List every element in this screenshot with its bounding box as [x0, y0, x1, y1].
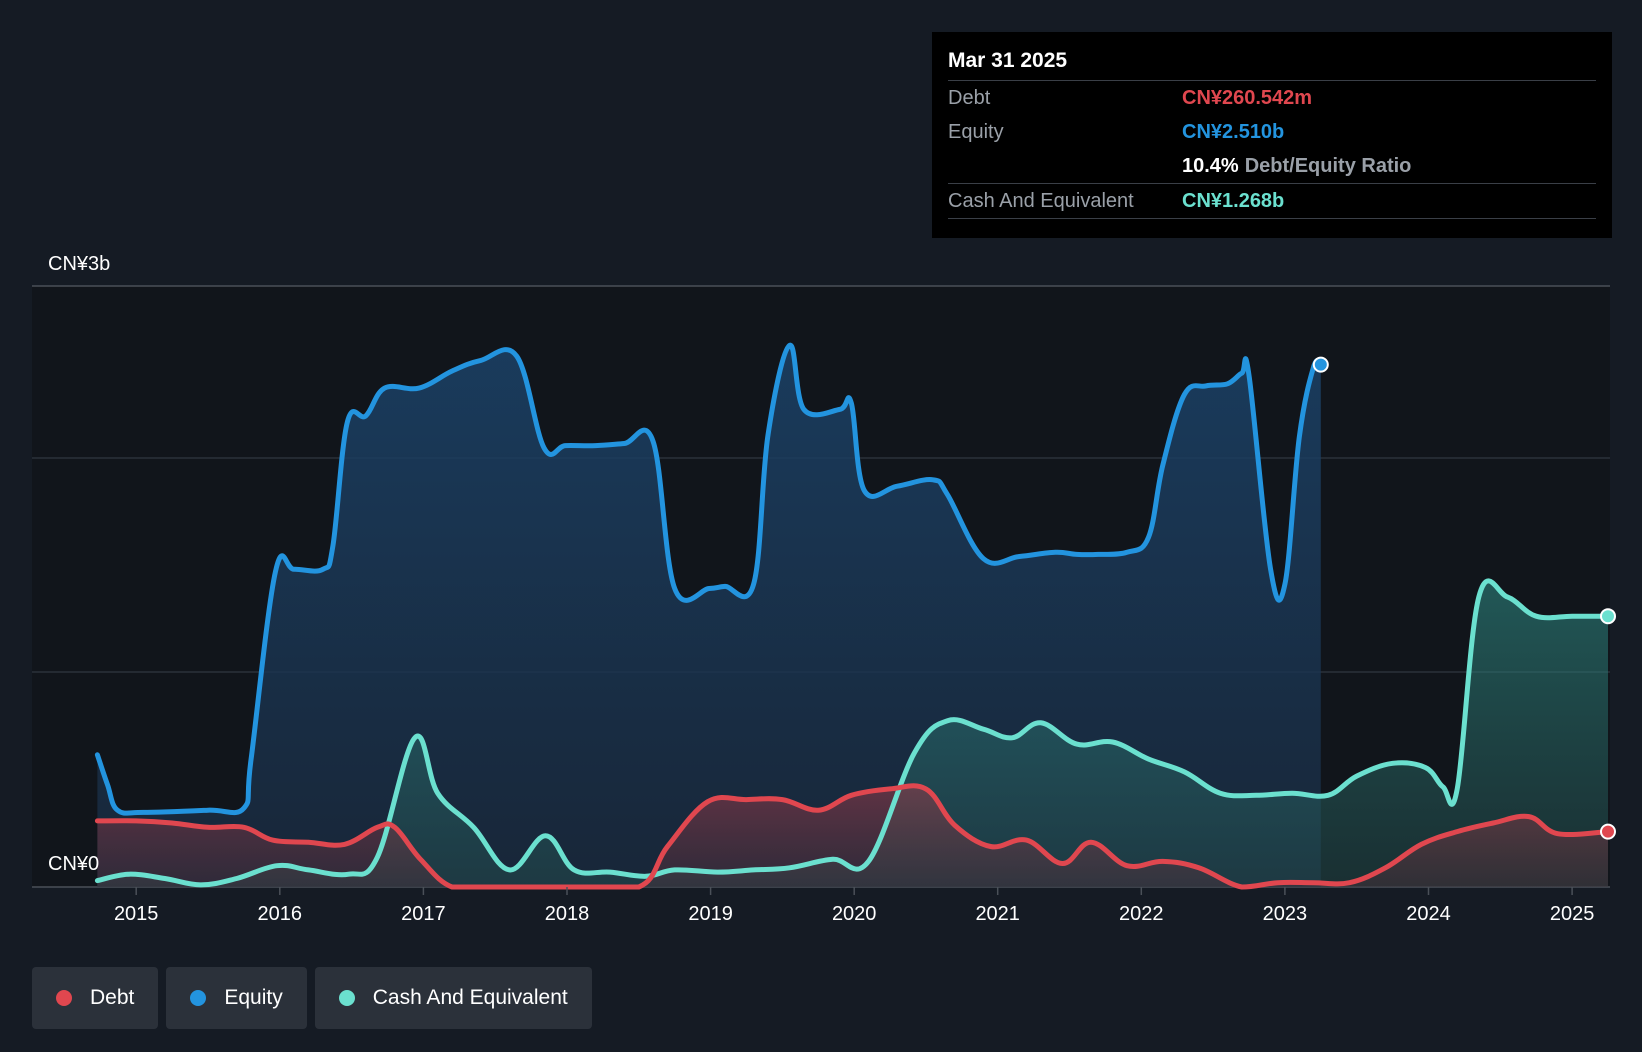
- tooltip-equity-value: CN¥2.510b: [1182, 121, 1285, 143]
- series-end-markers: [1312, 356, 1616, 840]
- equity-end-marker: [1312, 356, 1329, 373]
- legend-label-cash: Cash And Equivalent: [372, 986, 568, 1009]
- x-tick-label: 2019: [688, 903, 733, 925]
- tooltip-equity-label: Equity: [948, 121, 1004, 143]
- tooltip-panel: Mar 31 2025 Debt CN¥260.542m Equity CN¥2…: [932, 32, 1612, 238]
- x-tick-label: 2025: [1550, 903, 1595, 925]
- tooltip-row-equity: Equity CN¥2.510b: [948, 115, 1596, 149]
- x-tick-label: 2015: [114, 903, 159, 925]
- x-tick-label: 2018: [545, 903, 590, 925]
- tooltip-row-debt: Debt CN¥260.542m: [948, 81, 1596, 115]
- x-tick-label: 2022: [1119, 903, 1164, 925]
- tooltip-date: Mar 31 2025: [948, 46, 1596, 81]
- series-areas: [97, 345, 1608, 887]
- equity-line: [94, 342, 1324, 816]
- legend-label-equity: Equity: [224, 986, 283, 1009]
- legend-dot-debt: [56, 990, 72, 1006]
- tooltip-ratio-spacer: [948, 149, 1182, 183]
- tooltip-row-cash: Cash And Equivalent CN¥1.268b: [948, 184, 1596, 219]
- tooltip-ratio-label: Debt/Equity Ratio: [1244, 155, 1412, 177]
- series-lines: [94, 342, 1611, 890]
- x-tick-label: 2020: [832, 903, 877, 925]
- cash-and-equivalent-line: [94, 578, 1611, 888]
- legend-dot-equity: [190, 990, 207, 1006]
- cash-and-equivalent-area: [97, 580, 1608, 887]
- debt-area: [97, 785, 1608, 887]
- tooltip-cash-label: Cash And Equivalent: [948, 190, 1134, 212]
- x-tick-label: 2021: [975, 903, 1020, 925]
- tooltip-row-ratio: 10.4% Debt/Equity Ratio: [948, 149, 1596, 184]
- legend-dot-cash: [338, 990, 355, 1006]
- debt-end-marker: [1600, 823, 1616, 840]
- tooltip-ratio-value: 10.4%: [1182, 155, 1239, 177]
- x-axis-ticks: 2015 2016 2017 2018 2019 2020 2021 2022 2023 2024…: [114, 887, 1594, 925]
- x-tick-label: 2017: [401, 903, 446, 925]
- legend-item-cash[interactable]: Cash And Equivalent: [314, 967, 592, 1029]
- cash-and-equivalent-end-marker: [1600, 608, 1616, 625]
- x-tick-label: 2023: [1263, 903, 1308, 925]
- x-tick-label: 2016: [258, 903, 303, 925]
- legend: Debt Equity Cash And Equivalent: [32, 967, 592, 1029]
- legend-item-debt[interactable]: Debt: [32, 967, 159, 1029]
- debt-line: [94, 783, 1611, 890]
- legend-label-debt: Debt: [90, 986, 135, 1009]
- tooltip-debt-label: Debt: [948, 87, 991, 109]
- x-tick-label: 2024: [1406, 903, 1451, 925]
- y-tick-label-top: CN¥3b: [48, 253, 110, 275]
- legend-item-equity[interactable]: Equity: [166, 967, 307, 1029]
- y-tick-label-bottom: CN¥0: [48, 853, 99, 875]
- tooltip-debt-value: CN¥260.542m: [1182, 87, 1313, 109]
- tooltip-cash-value: CN¥1.268b: [1182, 190, 1285, 212]
